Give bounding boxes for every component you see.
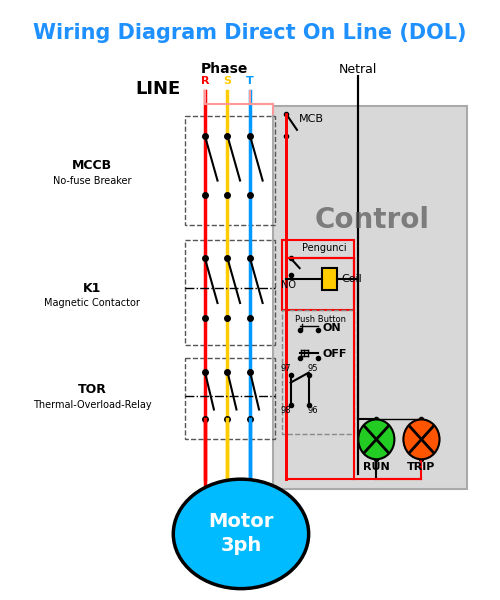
Text: LINE: LINE <box>136 80 180 98</box>
Text: 97: 97 <box>281 364 291 373</box>
Text: OFF: OFF <box>322 349 346 359</box>
Text: Control: Control <box>314 206 430 235</box>
Text: Magnetic Contactor: Magnetic Contactor <box>44 298 140 308</box>
Circle shape <box>404 419 440 459</box>
Text: Wiring Diagram Direct On Line (DOL): Wiring Diagram Direct On Line (DOL) <box>33 23 467 43</box>
Text: Phase: Phase <box>201 62 248 76</box>
Ellipse shape <box>174 479 308 589</box>
Text: T: T <box>246 76 254 86</box>
Text: MCCB: MCCB <box>72 159 112 172</box>
Text: 98: 98 <box>281 406 291 415</box>
Text: ON: ON <box>322 323 341 333</box>
Text: 3ph: 3ph <box>220 536 262 556</box>
Text: No-fuse Breaker: No-fuse Breaker <box>53 176 132 185</box>
Text: TRIP: TRIP <box>408 462 436 472</box>
Text: Push Button: Push Button <box>295 316 346 325</box>
Text: Thermal-Overload-Relay: Thermal-Overload-Relay <box>33 400 152 410</box>
Text: Netral: Netral <box>339 62 378 76</box>
Text: MCB: MCB <box>298 114 324 124</box>
Bar <box>272 106 466 489</box>
Text: Pengunci: Pengunci <box>302 243 347 253</box>
Text: NO: NO <box>282 280 296 290</box>
Text: 95: 95 <box>308 364 318 373</box>
Circle shape <box>358 419 394 459</box>
Text: TOR: TOR <box>78 383 106 396</box>
Text: K1: K1 <box>83 281 102 295</box>
Text: R: R <box>200 76 209 86</box>
Text: S: S <box>224 76 232 86</box>
Bar <box>322 268 336 290</box>
Text: Motor: Motor <box>208 512 274 532</box>
Text: RUN: RUN <box>363 462 390 472</box>
Text: 96: 96 <box>308 406 318 415</box>
Bar <box>282 240 354 310</box>
Text: Coil: Coil <box>341 274 362 284</box>
